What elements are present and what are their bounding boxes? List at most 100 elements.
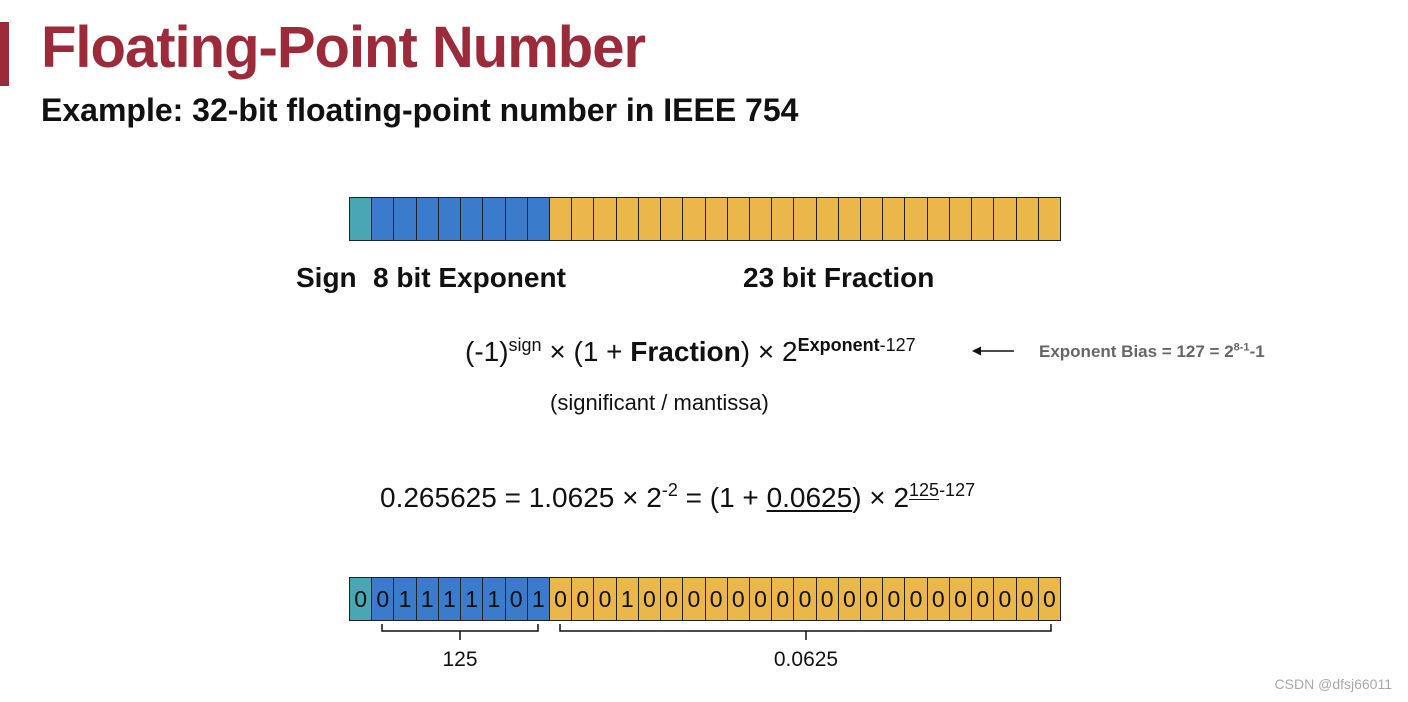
exponent-label: 8 bit Exponent xyxy=(373,262,566,293)
fraction-bit-cell xyxy=(660,197,684,241)
exponent-bit-cell xyxy=(504,197,528,241)
fraction-bit-cell xyxy=(993,197,1017,241)
fraction-bit-cell: 0 xyxy=(660,577,684,621)
fraction-bit-cell xyxy=(904,197,928,241)
fraction-bit-cell xyxy=(860,197,884,241)
fraction-bit-cell: 0 xyxy=(637,577,662,621)
bias-text: Exponent Bias = 127 = 2 xyxy=(1039,342,1234,361)
sign-label: Sign xyxy=(296,262,357,293)
fraction-bit-cell xyxy=(882,197,906,241)
fraction-bit-cell: 0 xyxy=(793,577,817,621)
formula-sign-sup: sign xyxy=(508,335,542,356)
fraction-bit-cell: 0 xyxy=(593,577,617,621)
bit-layout-diagram xyxy=(349,197,1061,241)
fraction-label: 23 bit Fraction xyxy=(743,262,935,293)
slide-subtitle: Example: 32-bit floating-point number in… xyxy=(41,92,799,128)
fraction-bit-cell xyxy=(926,197,950,241)
exponent-bit-cell xyxy=(415,197,439,241)
exponent-bit-cell: 1 xyxy=(415,577,439,621)
fraction-bit-cell xyxy=(748,197,773,241)
example-exp-value: 125 xyxy=(909,480,940,501)
fraction-bit-cell: 0 xyxy=(548,577,573,621)
exponent-bit-cell: 1 xyxy=(437,577,462,621)
exponent-bit-cell: 0 xyxy=(371,577,395,621)
fraction-value-label: 0.0625 xyxy=(773,648,839,671)
watermark: CSDN @dfsj66011 xyxy=(1274,676,1392,692)
example-equation: 0.265625 = 1.0625 × 2-2 = (1 + 0.0625) ×… xyxy=(380,480,976,514)
title-accent-bar xyxy=(0,22,9,86)
bias-suffix: -1 xyxy=(1249,342,1265,361)
exponent-bit-cell: 1 xyxy=(526,577,550,621)
formula-mid2: ) × 2 xyxy=(740,336,798,367)
example-exp-rest: -127 xyxy=(939,480,976,501)
fraction-bit-cell xyxy=(682,197,706,241)
fraction-bit-cell: 0 xyxy=(904,577,928,621)
fraction-bit-cell: 0 xyxy=(771,577,795,621)
fraction-bit-cell: 0 xyxy=(815,577,839,621)
fraction-bit-cell: 0 xyxy=(1015,577,1039,621)
fraction-bit-cell: 0 xyxy=(1037,577,1061,621)
fraction-bit-cell: 0 xyxy=(837,577,862,621)
bias-sup: 8-1 xyxy=(1233,341,1250,354)
fraction-bit-cell xyxy=(615,197,639,241)
fraction-bit-cell: 0 xyxy=(882,577,906,621)
exponent-bit-cell xyxy=(482,197,506,241)
formula-fraction: Fraction xyxy=(630,336,741,367)
sign-bit-cell xyxy=(349,197,373,241)
fraction-bit-cell: 0 xyxy=(948,577,973,621)
fraction-bit-cell xyxy=(771,197,795,241)
fraction-bit-cell xyxy=(1015,197,1039,241)
exponent-bit-cell: 1 xyxy=(460,577,484,621)
fraction-bit-cell xyxy=(704,197,728,241)
exponent-bracket xyxy=(381,624,539,640)
example-mid: = (1 + xyxy=(677,482,767,513)
fraction-bit-cell xyxy=(971,197,995,241)
exponent-bit-cell: 0 xyxy=(504,577,528,621)
float-formula: (-1)sign × (1 + Fraction) × 2Exponent-12… xyxy=(465,336,916,368)
fraction-bit-cell xyxy=(571,197,595,241)
exponent-bit-cell xyxy=(371,197,395,241)
exponent-bit-cell xyxy=(526,197,550,241)
fraction-bit-cell: 0 xyxy=(726,577,750,621)
mantissa-note: (significant / mantissa) xyxy=(550,390,769,415)
fraction-bit-cell: 0 xyxy=(748,577,773,621)
fraction-bit-cell xyxy=(548,197,573,241)
fraction-bit-cell: 1 xyxy=(615,577,639,621)
fraction-bracket xyxy=(559,624,1052,640)
exponent-bit-cell xyxy=(460,197,484,241)
exponent-bit-cell: 1 xyxy=(393,577,417,621)
exponent-value-label: 125 xyxy=(442,648,478,671)
formula-mid1: × (1 + xyxy=(541,336,631,367)
fraction-bit-cell: 0 xyxy=(571,577,595,621)
exponent-bias-note: Exponent Bias = 127 = 28-1-1 xyxy=(1039,342,1265,362)
fraction-bit-cell: 0 xyxy=(926,577,950,621)
fraction-bit-cell: 0 xyxy=(704,577,728,621)
example-fraction-value: 0.0625 xyxy=(766,482,853,513)
left-arrow-icon xyxy=(972,346,1014,356)
field-brackets xyxy=(381,624,1052,640)
formula-prefix: (-1) xyxy=(465,336,509,367)
exponent-bit-cell xyxy=(437,197,462,241)
fraction-bit-cell xyxy=(637,197,662,241)
slide-title: Floating-Point Number xyxy=(41,15,646,80)
fraction-bit-cell: 0 xyxy=(993,577,1017,621)
fraction-bit-cell xyxy=(593,197,617,241)
example-lhs: 0.265625 = 1.0625 × 2 xyxy=(380,482,662,513)
fraction-bit-cell xyxy=(1037,197,1061,241)
fraction-bit-cell xyxy=(837,197,862,241)
fraction-bit-cell xyxy=(815,197,839,241)
exponent-bit-cell xyxy=(393,197,417,241)
fraction-bit-cell xyxy=(726,197,750,241)
fraction-bit-cell xyxy=(948,197,973,241)
exponent-bit-cell: 1 xyxy=(482,577,506,621)
example-pow: -2 xyxy=(661,480,678,501)
fraction-bit-cell: 0 xyxy=(860,577,884,621)
formula-exp-rest: -127 xyxy=(879,335,916,356)
example-mid2: ) × 2 xyxy=(852,482,910,513)
fraction-bit-cell: 0 xyxy=(682,577,706,621)
sign-bit-cell: 0 xyxy=(349,577,373,621)
fraction-bit-cell: 0 xyxy=(971,577,995,621)
formula-exp-word: Exponent xyxy=(797,335,880,356)
fraction-bit-cell xyxy=(793,197,817,241)
